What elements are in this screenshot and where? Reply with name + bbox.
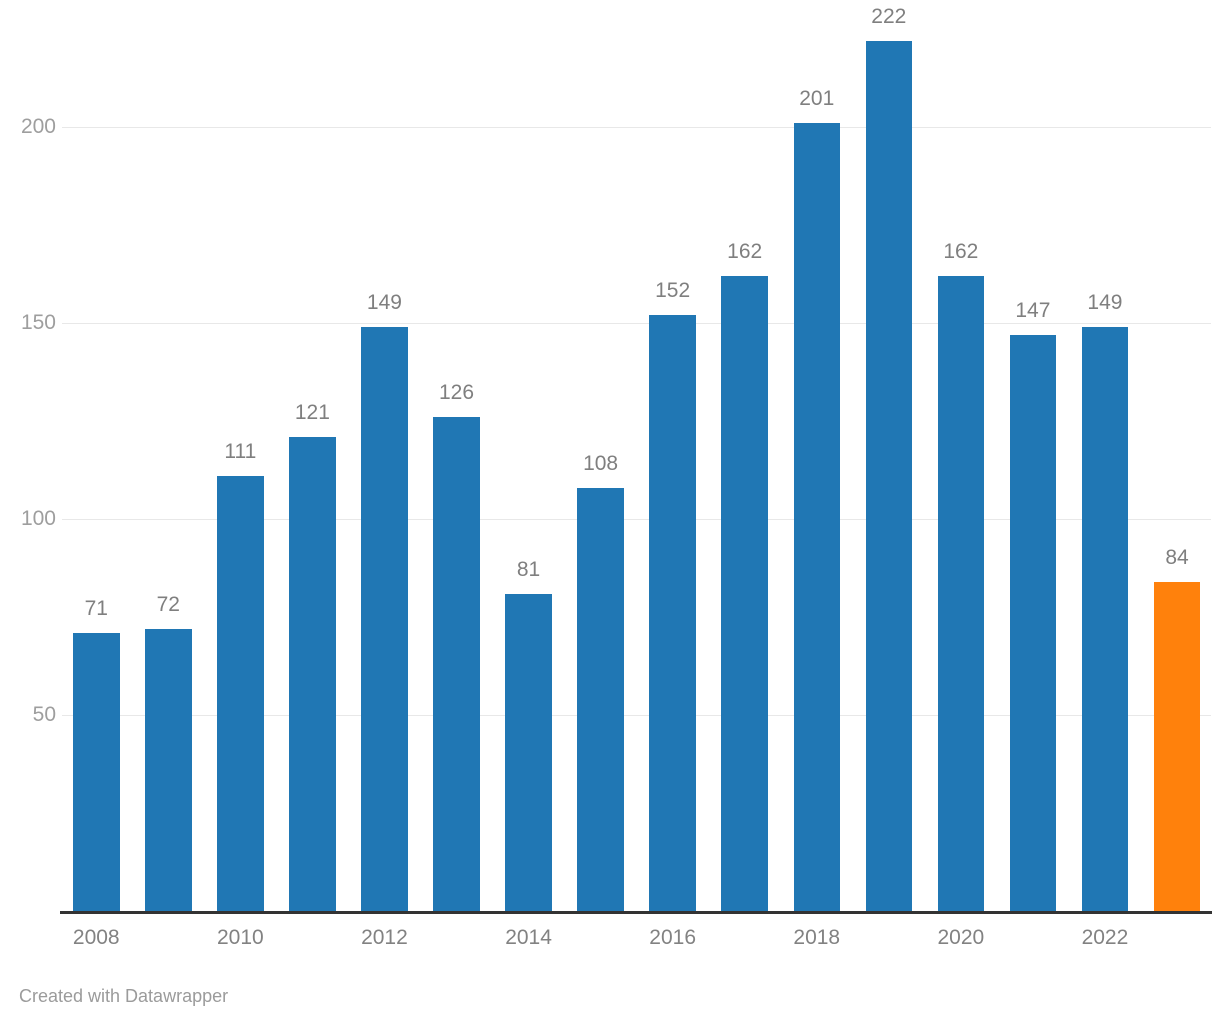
- bar-2020[interactable]: [937, 276, 985, 911]
- bar-2008[interactable]: [73, 632, 120, 911]
- value-label-2009: 72: [156, 592, 180, 616]
- y-tick-label-100: 100: [20, 507, 56, 531]
- gridline-150: [62, 323, 1211, 325]
- value-label-2011: 121: [294, 400, 330, 424]
- value-label-2023: 84: [1165, 545, 1189, 569]
- gridline-200: [62, 127, 1211, 129]
- x-tick-label-2022: 2022: [1081, 926, 1129, 949]
- x-tick-label-2020: 2020: [937, 926, 985, 949]
- bar-2013[interactable]: [433, 417, 480, 911]
- gridline-100: [62, 519, 1211, 521]
- bar-2014[interactable]: [505, 593, 552, 911]
- bar-2018[interactable]: [793, 123, 840, 911]
- bar-2011[interactable]: [289, 436, 336, 911]
- bar-2022[interactable]: [1081, 327, 1129, 911]
- value-label-2013: 126: [438, 381, 475, 405]
- value-label-2015: 108: [583, 451, 619, 475]
- value-label-2012: 149: [366, 291, 402, 315]
- x-tick-label-2008: 2008: [72, 926, 120, 949]
- bar-2016[interactable]: [649, 315, 696, 911]
- x-tick-label-2012: 2012: [361, 926, 408, 949]
- gridline-50: [62, 715, 1211, 717]
- x-tick-label-2010: 2010: [216, 926, 264, 949]
- value-label-2017: 162: [727, 240, 763, 264]
- y-tick-label-50: 50: [32, 703, 56, 727]
- y-tick-label-150: 150: [20, 311, 56, 335]
- value-label-2021: 147: [1015, 299, 1051, 323]
- x-tick-label-2016: 2016: [649, 926, 696, 949]
- bar-2021[interactable]: [1009, 335, 1057, 911]
- x-tick-label-2018: 2018: [793, 926, 841, 949]
- datawrapper-credit-link[interactable]: Created with Datawrapper: [19, 986, 229, 1006]
- value-label-2010: 111: [224, 440, 257, 464]
- value-label-2008: 71: [84, 596, 108, 620]
- value-label-2018: 201: [799, 87, 835, 111]
- y-tick-label-200: 200: [20, 115, 56, 139]
- value-label-2016: 152: [655, 279, 691, 303]
- bar-2023[interactable]: [1153, 581, 1201, 911]
- bar-2009[interactable]: [145, 628, 192, 911]
- x-tick-label-2014: 2014: [505, 926, 552, 949]
- value-label-2020: 162: [943, 240, 979, 264]
- value-label-2019: 222: [871, 5, 907, 29]
- bar-2017[interactable]: [721, 276, 768, 911]
- bar-2019[interactable]: [865, 41, 913, 911]
- value-label-2014: 81: [516, 557, 541, 581]
- bar-2010[interactable]: [217, 476, 264, 911]
- bar-2015[interactable]: [577, 487, 624, 911]
- value-label-2022: 149: [1087, 291, 1123, 315]
- bar-2012[interactable]: [361, 327, 408, 911]
- x-axis-line: [60, 911, 1212, 914]
